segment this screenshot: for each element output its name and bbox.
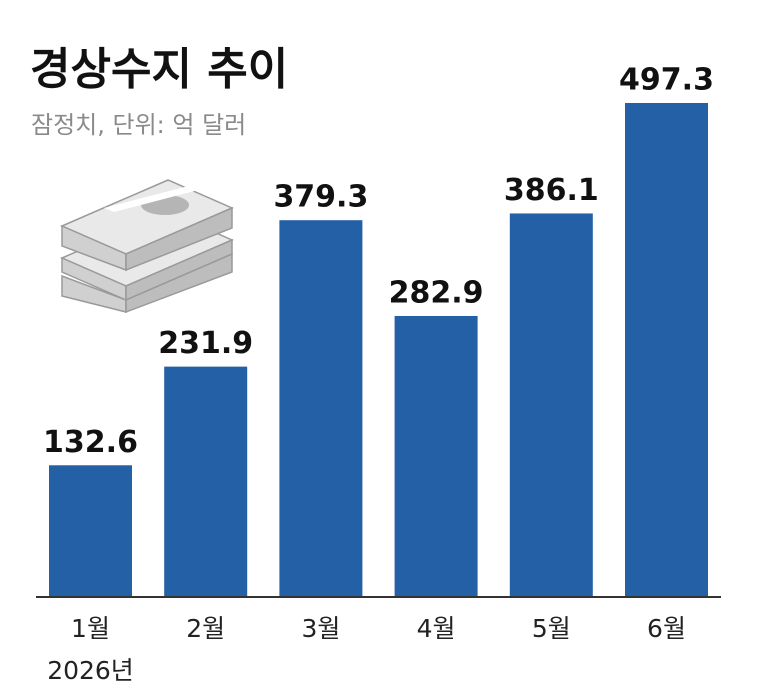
x-tick-label: 5월 <box>532 614 571 643</box>
x-annotation: 2026년 <box>47 656 134 685</box>
x-tick-label: 3월 <box>301 614 340 643</box>
bar <box>625 102 708 597</box>
bar <box>279 220 363 598</box>
x-tick-label: 2월 <box>186 614 225 643</box>
bar <box>164 366 248 597</box>
x-tick-label: 6월 <box>647 614 686 643</box>
value-label: 132.6 <box>43 425 138 460</box>
x-tick-label: 1월 <box>71 614 110 643</box>
value-label: 379.3 <box>273 180 368 215</box>
bar <box>394 315 478 597</box>
value-label: 231.9 <box>158 326 253 361</box>
bar <box>49 465 132 597</box>
money-icon <box>60 179 234 314</box>
chart-title: 경상수지 추이 <box>30 44 288 95</box>
chart-subtitle: 잠정치, 단위: 억 달러 <box>31 111 246 139</box>
bar <box>509 213 593 598</box>
value-label: 497.3 <box>619 62 714 97</box>
x-tick-label: 4월 <box>417 614 456 643</box>
value-label: 282.9 <box>389 275 484 310</box>
value-label: 386.1 <box>504 173 599 208</box>
